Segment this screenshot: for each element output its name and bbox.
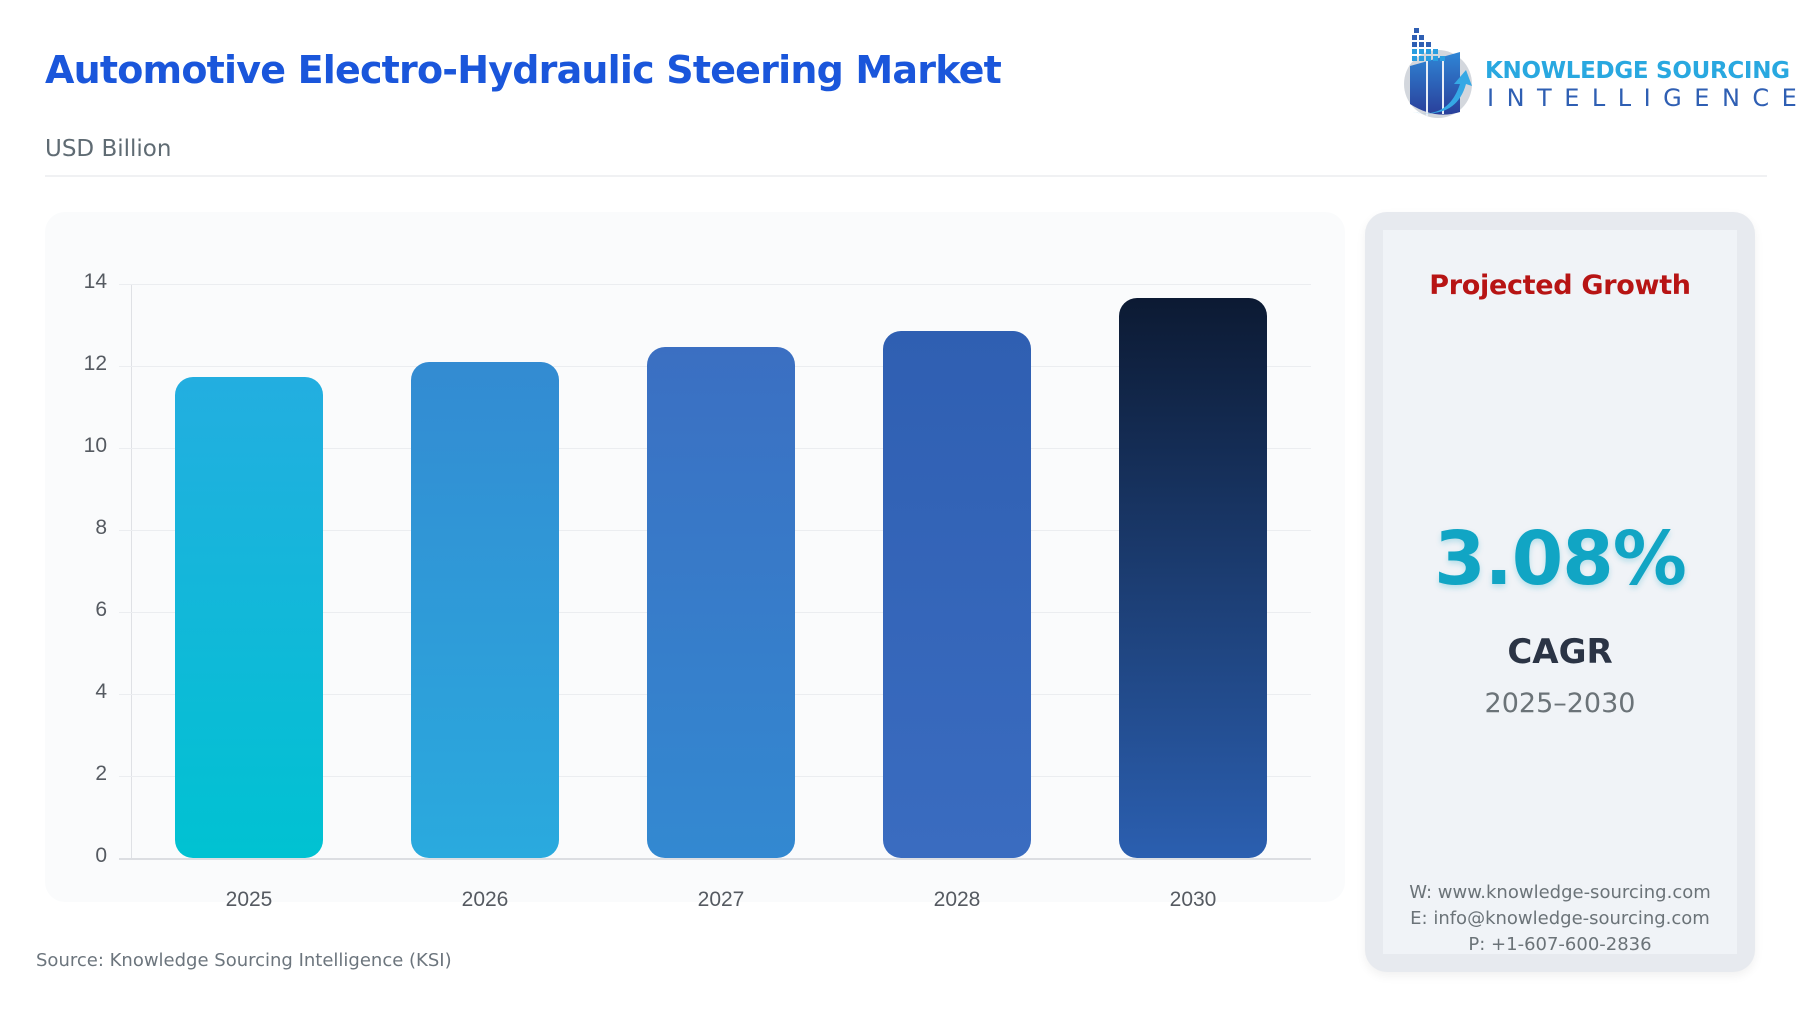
source-note: Source: Knowledge Sourcing Intelligence … (36, 950, 452, 971)
bar-2027[interactable] (647, 347, 795, 858)
x-axis-tick-label: 2026 (461, 888, 509, 911)
cagr-period: 2025–2030 (1484, 688, 1636, 719)
y-axis-tick-label: 14 (83, 270, 107, 293)
y-axis-tick-label: 10 (83, 434, 107, 457)
projected-growth-card: Projected Growth 3.08% CAGR 2025–2030 W:… (1365, 212, 1755, 972)
bar-2030[interactable] (1119, 297, 1267, 858)
bar-chart-plot-area: 0 2 4 6 8 10 12 14 2025 2026 2027 2028 2030 (84, 270, 1311, 911)
y-axis-tick-label: 0 (95, 844, 107, 867)
projected-growth-panel: Projected Growth 3.08% CAGR 2025–2030 W:… (1383, 230, 1737, 955)
contact-phone: P: +1-607-600-2836 (1468, 934, 1652, 955)
bar-chart-arrow-globe-icon (1404, 28, 1472, 118)
chart-unit-subtitle: USD Billion (45, 136, 172, 162)
x-axis-line (119, 858, 1311, 860)
x-axis-tick-label: 2027 (697, 888, 745, 911)
y-axis-line (131, 284, 132, 858)
x-axis-tick-label: 2030 (1169, 888, 1217, 911)
y-axis-tick-label: 2 (95, 762, 107, 785)
cagr-value: 3.08% (1434, 516, 1687, 602)
bar-2026[interactable] (411, 361, 559, 858)
y-axis-tick-label: 12 (83, 352, 107, 375)
x-axis-tick-label: 2028 (933, 888, 981, 911)
x-axis-tick-label: 2025 (225, 888, 273, 911)
y-axis-tick-label: 6 (95, 598, 107, 621)
y-axis-tick-label: 8 (95, 516, 107, 539)
gridline (119, 284, 1311, 285)
contact-email: E: info@knowledge-sourcing.com (1410, 908, 1710, 929)
bar-2028[interactable] (883, 331, 1031, 858)
header-divider (45, 175, 1767, 177)
logo-text-knowledge-sourcing: KNOWLEDGE SOURCING (1485, 58, 1790, 84)
y-axis-tick-label: 4 (95, 680, 107, 703)
bar-2025[interactable] (175, 377, 323, 858)
projected-growth-label: Projected Growth (1429, 270, 1691, 301)
logo-text-intelligence: INTELLIGENCE (1487, 84, 1800, 112)
cagr-label: CAGR (1507, 632, 1613, 672)
chart-title: Automotive Electro-Hydraulic Steering Ma… (45, 48, 1002, 92)
contact-website: W: www.knowledge-sourcing.com (1409, 882, 1711, 903)
company-logo: KNOWLEDGE SOURCING INTELLIGENCE (1400, 24, 1797, 124)
